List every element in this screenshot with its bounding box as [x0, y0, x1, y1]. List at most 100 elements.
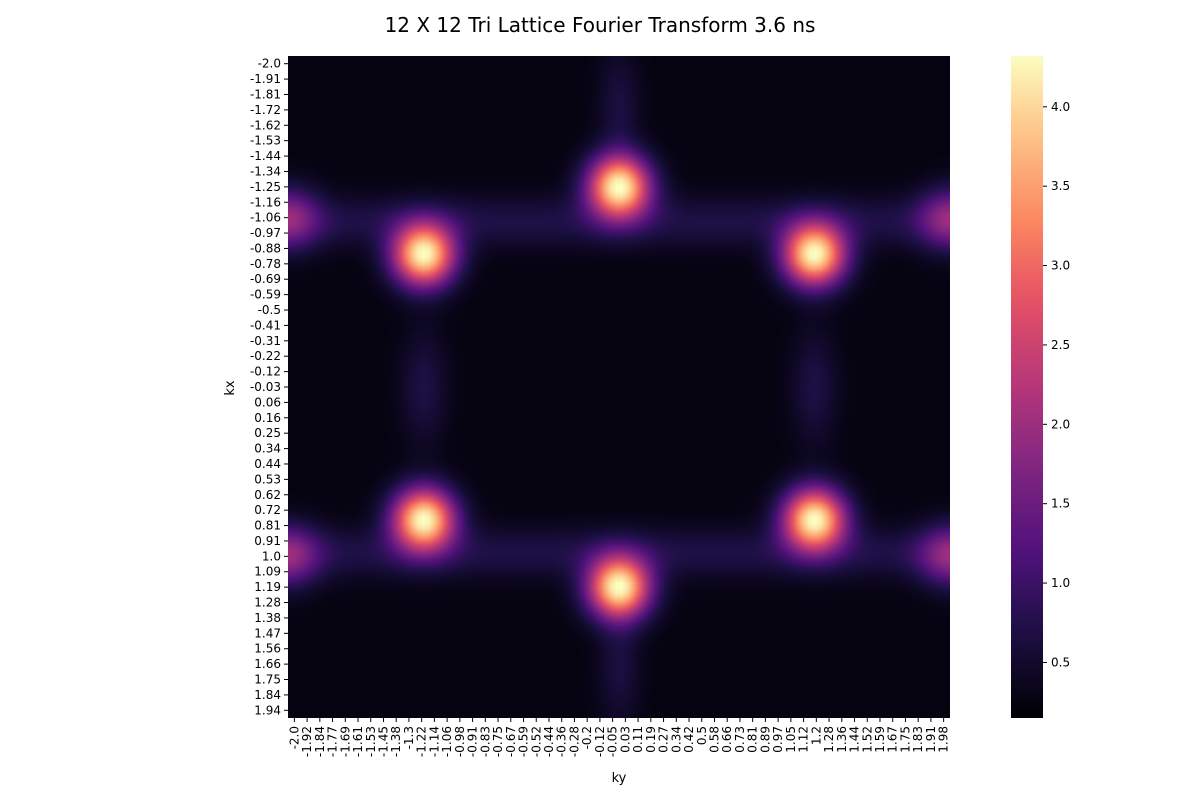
y-axis: -2.0-1.91-1.81 -1.72-1.62 -1.53-1.44-1.34 -… — [250, 57, 288, 717]
y-tick-label: 0.91 — [254, 534, 281, 548]
x-tick-label: -1.61 — [351, 726, 365, 757]
y-tick-label: -0.69 — [250, 272, 281, 286]
y-tick-label: -1.72 — [250, 103, 281, 117]
colorbar-tick-label: 2.0 — [1051, 417, 1070, 431]
x-tick-label: 0.73 — [733, 726, 747, 753]
colorbar-gradient — [1011, 56, 1043, 718]
x-axis-label: ky — [612, 771, 627, 786]
x-tick-label: -1.3 — [402, 726, 416, 749]
y-tick-label: -1.62 — [250, 118, 281, 132]
y-tick-label: 0.25 — [254, 426, 281, 440]
y-tick-label: 1.38 — [254, 611, 281, 625]
x-tick-label: -1.22 — [415, 726, 429, 757]
x-tick-label: -1.92 — [300, 726, 314, 757]
x-tick-label: -0.59 — [517, 726, 531, 757]
colorbar-tick-label: 4.0 — [1051, 100, 1070, 114]
x-tick-label: -1.45 — [376, 726, 390, 757]
x-tick-label: 1.52 — [860, 726, 874, 753]
x-tick-label: 1.44 — [848, 726, 862, 753]
y-axis-label: kx — [223, 380, 238, 396]
x-tick-label: 0.66 — [720, 726, 734, 753]
x-tick-label: 0.27 — [657, 726, 671, 753]
x-tick-label: -1.77 — [326, 726, 340, 757]
x-tick-label: 0.5 — [695, 726, 709, 745]
x-tick-label: -0.2 — [580, 726, 594, 749]
x-tick-label: 0.89 — [758, 726, 772, 753]
y-tick-label: 0.53 — [254, 472, 281, 486]
colorbar-tick-label: 0.5 — [1051, 655, 1070, 669]
y-tick-label: 1.84 — [254, 688, 281, 702]
y-tick-label: -2.0 — [258, 57, 281, 71]
y-tick-label: 0.44 — [254, 457, 281, 471]
y-tick-label: 0.34 — [254, 442, 281, 456]
y-tick-label: -1.25 — [250, 180, 281, 194]
x-tick-label: 1.05 — [784, 726, 798, 753]
x-axis: -2.0-1.92-1.84-1.77-1.69-1.61-1.53-1.45-… — [287, 718, 951, 757]
x-tick-label: -0.36 — [555, 726, 569, 757]
heatmap-plot-area — [288, 56, 950, 718]
y-tick-label: -0.22 — [250, 349, 281, 363]
y-tick-label: -0.59 — [250, 288, 281, 302]
y-tick-label: 1.47 — [254, 626, 281, 640]
y-tick-label: 0.62 — [254, 488, 281, 502]
y-tick-label: -1.34 — [250, 164, 281, 178]
x-tick-label: 1.67 — [886, 726, 900, 753]
x-tick-label: -0.05 — [606, 726, 620, 757]
y-tick-label: -0.5 — [258, 303, 281, 317]
x-tick-label: 0.19 — [644, 726, 658, 753]
x-tick-label: 1.75 — [898, 726, 912, 753]
x-tick-label: -0.44 — [542, 726, 556, 757]
colorbar-tick-label: 3.0 — [1051, 259, 1070, 273]
y-tick-label: -0.78 — [250, 257, 281, 271]
x-tick-label: 1.36 — [835, 726, 849, 753]
x-tick-label: -0.75 — [491, 726, 505, 757]
y-tick-label: 1.66 — [254, 657, 281, 671]
y-tick-label: 1.09 — [254, 565, 281, 579]
x-tick-label: 1.91 — [924, 726, 938, 753]
x-tick-label: 0.11 — [631, 726, 645, 753]
x-tick-label: -1.53 — [364, 726, 378, 757]
x-tick-label: -2.0 — [287, 726, 301, 749]
x-tick-label: -0.91 — [466, 726, 480, 757]
y-tick-label: -1.53 — [250, 134, 281, 148]
x-tick-label: -0.83 — [478, 726, 492, 757]
y-tick-label: -1.81 — [250, 87, 281, 101]
x-tick-label: 1.59 — [873, 726, 887, 753]
x-tick-label: -1.84 — [313, 726, 327, 757]
y-tick-label: -1.06 — [250, 211, 281, 225]
x-tick-label: -1.69 — [338, 726, 352, 757]
x-tick-label: -0.98 — [453, 726, 467, 757]
y-tick-label: -0.41 — [250, 318, 281, 332]
y-tick-label: -1.44 — [250, 149, 281, 163]
x-tick-label: 0.42 — [682, 726, 696, 753]
x-tick-label: -0.28 — [567, 726, 581, 757]
x-tick-label: -0.67 — [504, 726, 518, 757]
colorbar-tick-label: 1.5 — [1051, 497, 1070, 511]
x-tick-label: 1.28 — [822, 726, 836, 753]
y-tick-label: 1.75 — [254, 673, 281, 687]
y-tick-label: -1.91 — [250, 72, 281, 86]
x-tick-label: 0.97 — [771, 726, 785, 753]
y-tick-label: 1.94 — [254, 703, 281, 717]
x-tick-label: 0.03 — [618, 726, 632, 753]
chart-title: 12 X 12 Tri Lattice Fourier Transform 3.… — [385, 13, 816, 37]
y-tick-label: 1.56 — [254, 642, 281, 656]
y-tick-label: 0.16 — [254, 411, 281, 425]
x-tick-label: 0.81 — [746, 726, 760, 753]
colorbar-tick-label: 2.5 — [1051, 338, 1070, 352]
y-tick-label: -0.31 — [250, 334, 281, 348]
y-tick-label: 0.06 — [254, 395, 281, 409]
y-tick-label: 1.0 — [262, 549, 281, 563]
x-tick-label: 1.98 — [937, 726, 951, 753]
colorbar-tick-label: 1.0 — [1051, 576, 1070, 590]
colorbar-tick-label: 3.5 — [1051, 179, 1070, 193]
colorbar: 0.5 1.0 1.5 2.0 2.5 3.0 3.5 4.0 — [1011, 56, 1070, 718]
x-tick-label: 0.34 — [669, 726, 683, 753]
y-tick-label: -0.03 — [250, 380, 281, 394]
y-tick-label: -0.88 — [250, 241, 281, 255]
x-tick-label: -0.52 — [529, 726, 543, 757]
y-tick-label: 0.81 — [254, 519, 281, 533]
y-tick-label: 1.19 — [254, 580, 281, 594]
x-tick-label: -1.06 — [440, 726, 454, 757]
